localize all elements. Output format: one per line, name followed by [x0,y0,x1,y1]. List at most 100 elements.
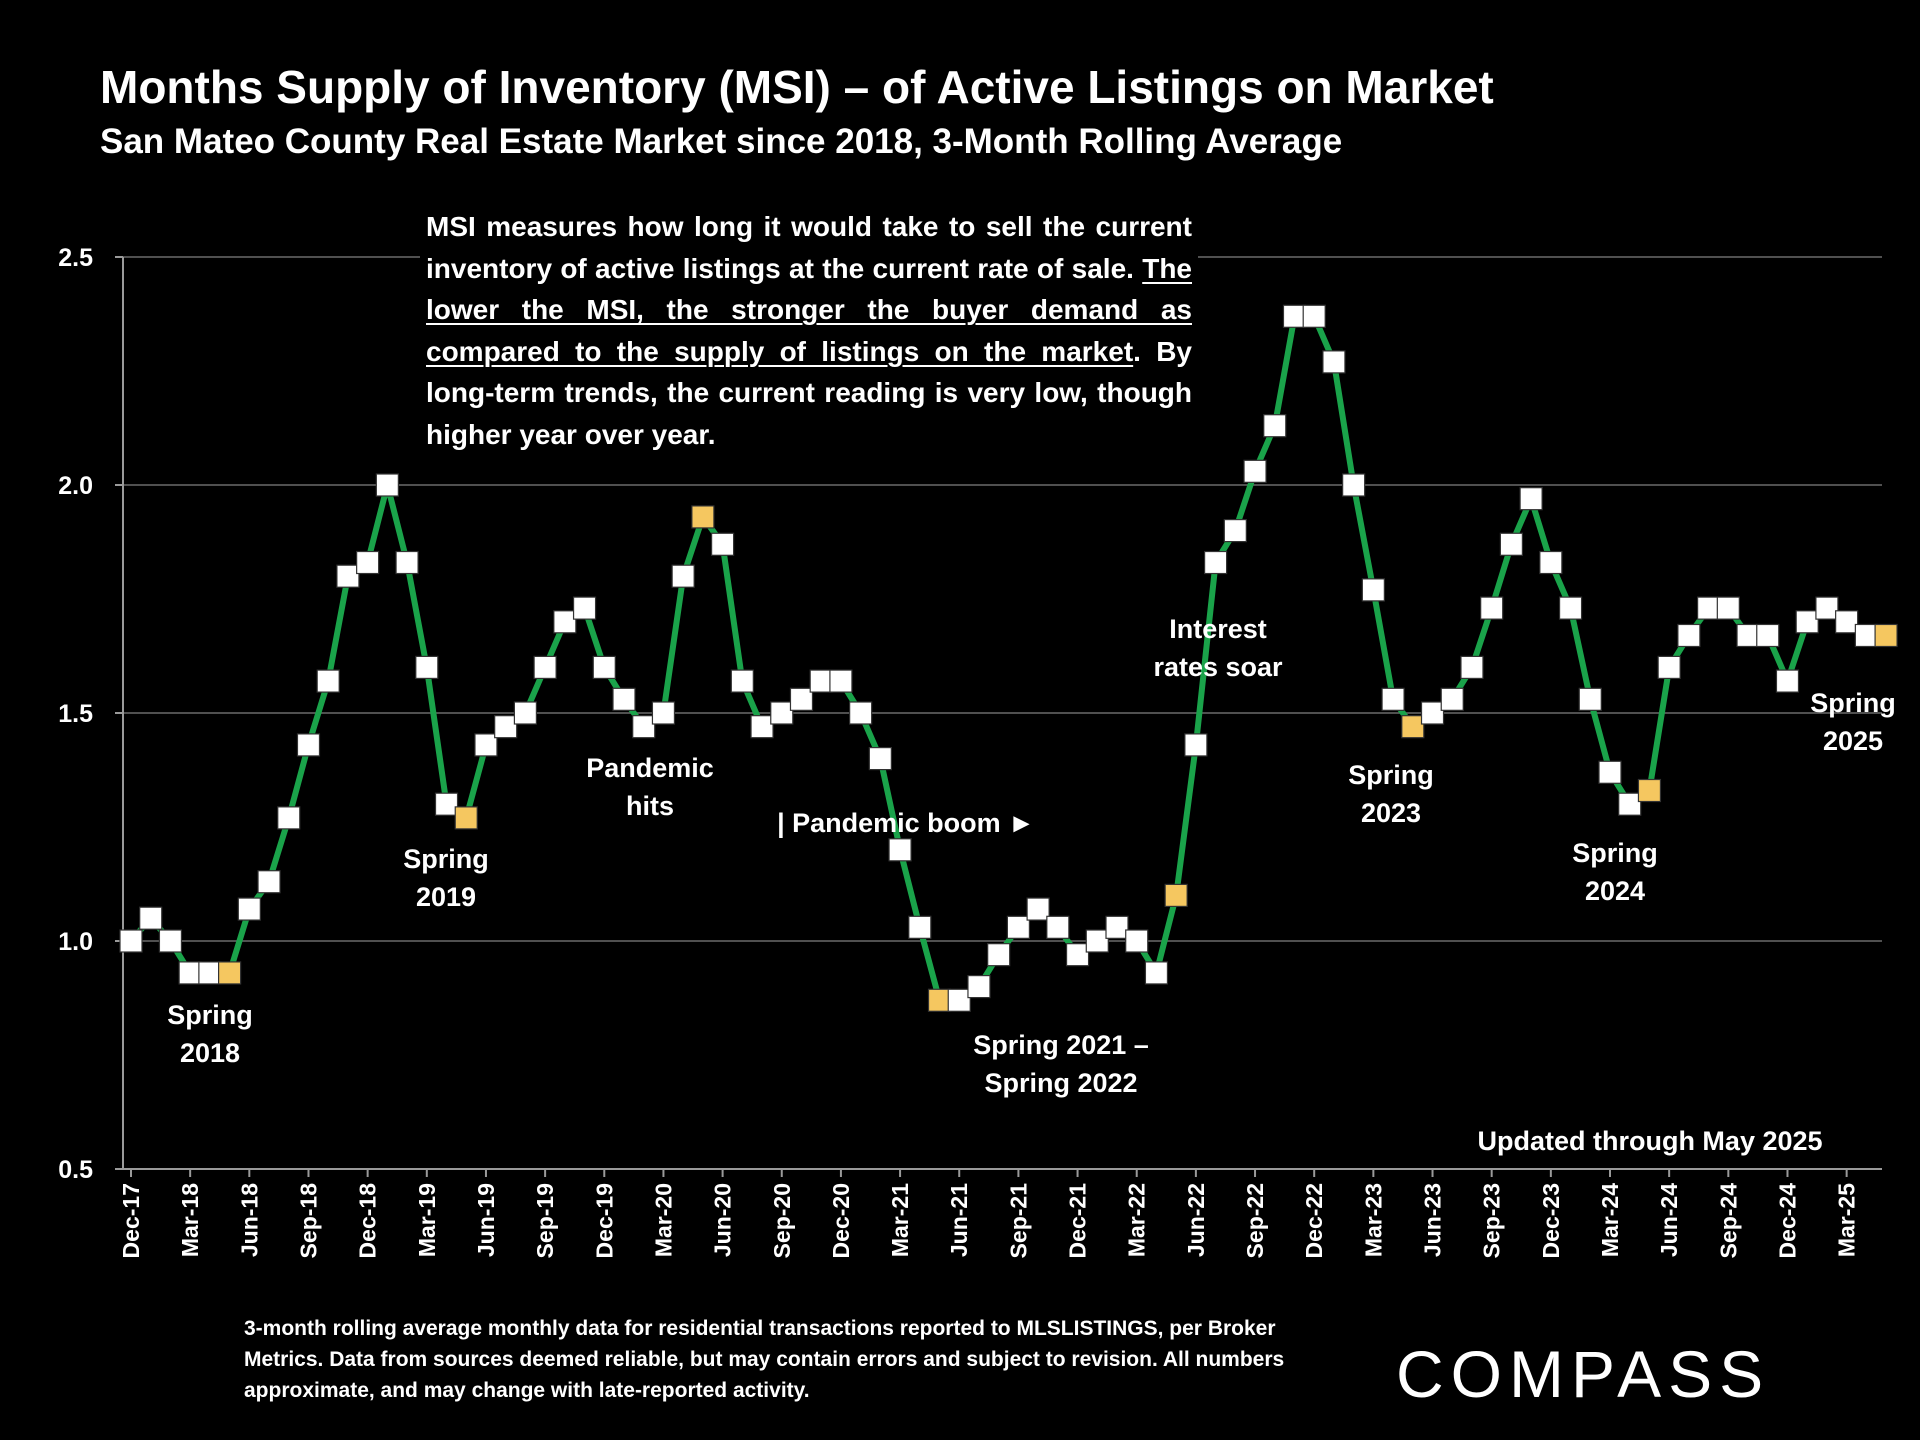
annotation-line: Spring 2022 [984,1068,1137,1098]
data-point [1381,687,1405,711]
annotation-line: Interest [1169,614,1267,644]
data-point [849,701,873,725]
annotation-line: 2019 [416,882,476,912]
x-tick-label: Jun-24 [1656,1183,1682,1257]
data-point [651,701,676,725]
data-point [829,669,853,693]
data-point [1558,596,1583,620]
x-tick-label: Dec-23 [1538,1183,1564,1258]
x-tick-label: Jun-22 [1183,1183,1209,1257]
x-tick-label: Mar-18 [177,1183,203,1257]
spring-data-point [1874,623,1898,648]
data-point [1243,459,1267,483]
annotation-spring2023: Spring 2023 [1348,760,1434,828]
x-tick-label: Mar-19 [414,1183,440,1257]
page-title: Months Supply of Inventory (MSI) – of Ac… [100,61,1494,113]
x-tick-label: Mar-25 [1834,1183,1860,1257]
data-point [296,733,321,757]
data-point [947,988,971,1012]
data-point [533,655,557,680]
data-point [710,532,735,556]
data-point [356,550,380,575]
data-point [1302,304,1326,328]
x-tick-label: Jun-20 [710,1183,736,1257]
data-point [178,961,202,985]
data-point [139,906,163,930]
x-tick-label: Jun-23 [1420,1183,1446,1257]
x-tick-label: Dec-19 [591,1183,617,1258]
x-tick-label: Sep-21 [1005,1183,1031,1259]
x-tick-label: Sep-19 [532,1183,558,1258]
data-point [336,564,360,588]
annotation-pandemic-hits: Pandemic hits [586,753,714,821]
data-point [1105,915,1129,939]
x-tick-label: Dec-24 [1774,1183,1800,1259]
annotation-line: Spring [1810,688,1896,718]
x-tick-label: Mar-20 [650,1183,676,1257]
data-point [868,746,892,771]
data-point [1046,915,1070,939]
data-point [750,715,774,739]
data-point [632,715,656,739]
annotation-line: hits [626,791,674,821]
x-tick-label: Dec-20 [828,1183,854,1258]
data-point [1184,733,1208,757]
data-point [1756,623,1780,648]
data-point [1677,623,1701,648]
annotation-line: Spring [1572,838,1658,868]
x-tick-label: Sep-18 [295,1183,321,1259]
data-point [375,473,399,497]
data-point [1657,655,1681,680]
data-point [1460,655,1484,680]
data-point [1203,550,1228,575]
series-line-path [128,313,1887,1004]
annotation-spring2018: Spring 2018 [167,1000,253,1068]
data-point [1480,596,1504,620]
y-tick-label: 2.5 [58,244,93,272]
data-point [809,669,833,693]
x-tick-label: Sep-22 [1242,1183,1268,1258]
data-point [1223,518,1247,543]
data-point [1716,596,1740,620]
data-point [1282,304,1307,328]
data-point [1618,792,1642,816]
x-tick-label: Dec-18 [355,1183,381,1259]
data-point [415,655,439,680]
annotation-line: Updated through May 2025 [1477,1126,1822,1156]
data-point [1361,578,1385,602]
data-point [1440,687,1464,711]
x-tick-label: Mar-24 [1597,1183,1623,1257]
spring-data-point [1401,715,1425,739]
x-tick-label: Sep-24 [1715,1183,1741,1259]
x-tick-label: Jun-18 [236,1183,262,1257]
data-point [1125,929,1149,953]
annotation-spring2019: Spring 2019 [403,844,489,912]
data-point [987,943,1011,967]
y-tick-label: 1.5 [58,700,93,728]
annotation-line: 2018 [180,1038,240,1068]
data-point [277,806,301,830]
x-tick-label: Jun-21 [946,1183,972,1257]
data-point [730,669,754,693]
y-tick-label: 1.0 [58,928,93,956]
data-point [1322,350,1346,374]
annotation-line: 2024 [1585,876,1645,906]
x-tick-label: Dec-21 [1065,1183,1091,1259]
data-point [1342,473,1366,497]
data-point [1815,596,1839,620]
data-point [1420,701,1445,725]
data-point [770,701,794,725]
info-text-intro: MSI measures how long it would take to s… [426,211,1192,284]
data-point [316,669,340,693]
info-text-emphasis: The lower the MSI, the stronger the buye… [426,252,1192,367]
data-point [494,715,518,739]
footnote: 3-month rolling average monthly data for… [244,1317,1285,1402]
annotation-line: 2025 [1823,726,1883,756]
x-tick-label: Jun-19 [473,1183,499,1257]
data-point [1006,915,1031,939]
data-point [671,564,695,588]
x-tick-label: Mar-21 [887,1183,913,1257]
annotation-pandemic-boom: | Pandemic boom ► [777,808,1035,838]
annotation-spring2021: Spring 2021 – Spring 2022 [973,1030,1149,1098]
spring-data-point [1637,778,1662,803]
